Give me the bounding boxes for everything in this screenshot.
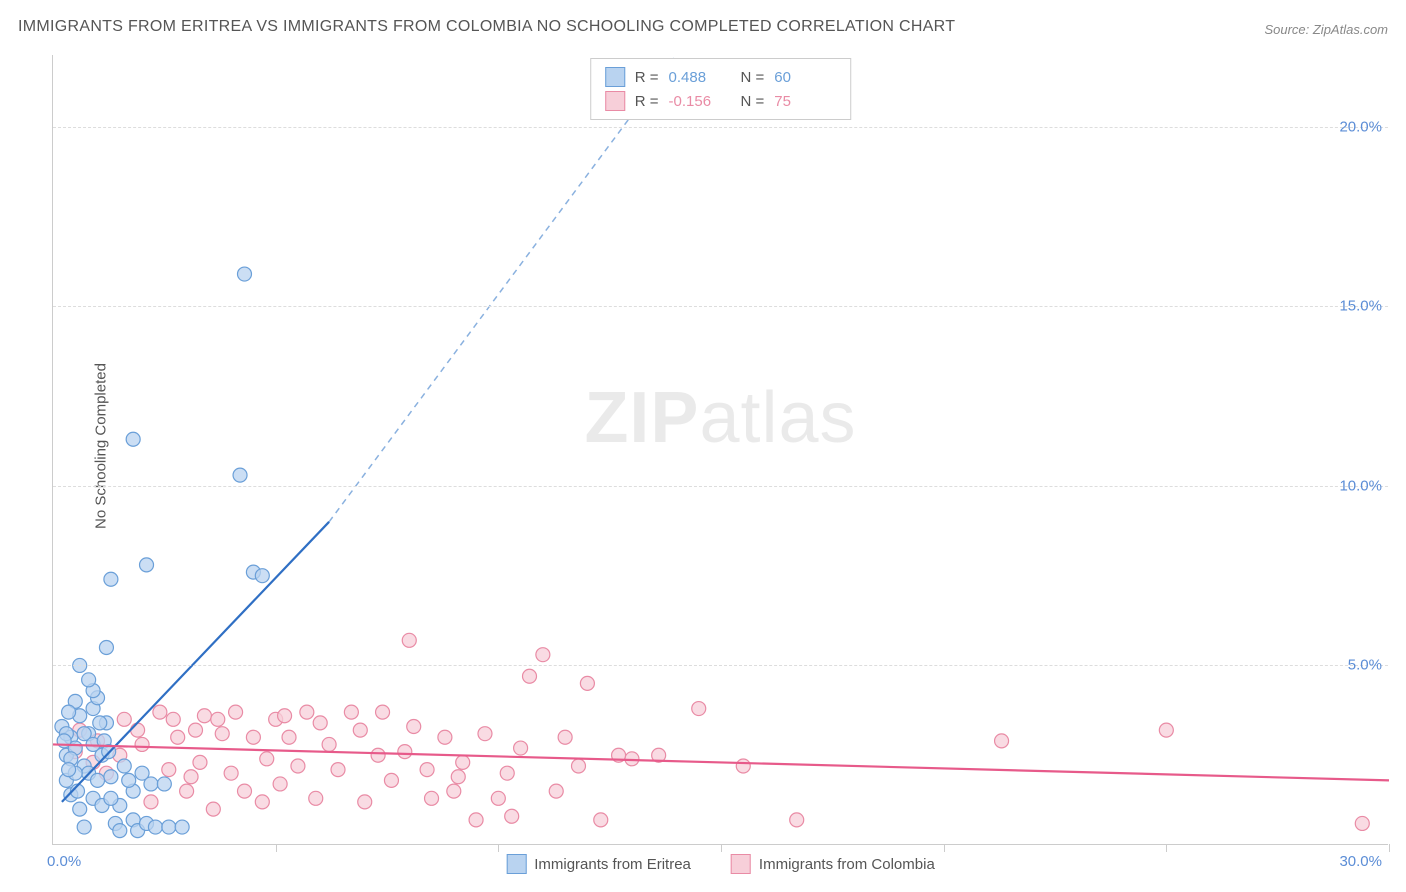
stats-legend: R = 0.488 N = 60 R = -0.156 N = 75 [590, 58, 852, 120]
legend-item-eritrea: Immigrants from Eritrea [506, 854, 691, 874]
r-value: -0.156 [669, 93, 731, 110]
legend-label: Immigrants from Colombia [759, 856, 935, 873]
gridline [53, 127, 1388, 128]
x-tick [276, 844, 277, 852]
n-label: N = [741, 93, 765, 110]
chart-title: IMMIGRANTS FROM ERITREA VS IMMIGRANTS FR… [18, 18, 955, 36]
swatch-colombia [605, 91, 625, 111]
y-tick-label: 5.0% [1348, 657, 1382, 674]
gridline [53, 306, 1388, 307]
n-value: 75 [774, 93, 836, 110]
x-tick [498, 844, 499, 852]
legend-item-colombia: Immigrants from Colombia [731, 854, 935, 874]
gridline [53, 486, 1388, 487]
x-tick [944, 844, 945, 852]
n-value: 60 [774, 69, 836, 86]
n-label: N = [741, 69, 765, 86]
r-label: R = [635, 69, 659, 86]
x-tick [1166, 844, 1167, 852]
gridline [53, 665, 1388, 666]
x-tick-origin: 0.0% [47, 853, 81, 870]
r-label: R = [635, 93, 659, 110]
swatch-eritrea [506, 854, 526, 874]
source-label: Source: ZipAtlas.com [1264, 22, 1388, 37]
swatch-colombia [731, 854, 751, 874]
r-value: 0.488 [669, 69, 731, 86]
x-tick [1389, 844, 1390, 852]
swatch-eritrea [605, 67, 625, 87]
chart-area: ZIPatlas R = 0.488 N = 60 R = -0.156 N =… [52, 55, 1388, 845]
stats-row-eritrea: R = 0.488 N = 60 [605, 65, 837, 89]
legend-label: Immigrants from Eritrea [534, 856, 691, 873]
y-tick-label: 20.0% [1339, 118, 1382, 135]
y-tick-label: 15.0% [1339, 298, 1382, 315]
x-tick [721, 844, 722, 852]
bottom-legend: Immigrants from Eritrea Immigrants from … [506, 854, 935, 874]
plot-svg [53, 55, 1388, 844]
stats-row-colombia: R = -0.156 N = 75 [605, 89, 837, 113]
y-tick-label: 10.0% [1339, 477, 1382, 494]
x-tick-max: 30.0% [1339, 853, 1382, 870]
